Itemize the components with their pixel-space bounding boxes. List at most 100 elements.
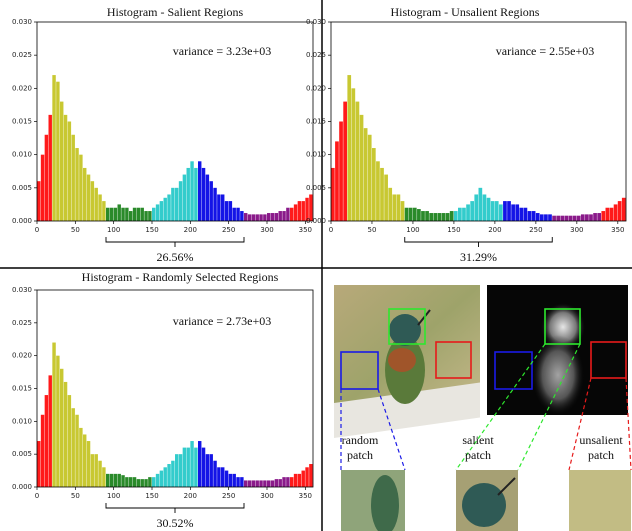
bar: [75, 148, 79, 221]
bar: [572, 215, 577, 221]
bar: [198, 441, 202, 487]
y-tick-label: 0.000: [12, 217, 32, 225]
bar: [339, 121, 343, 221]
bar: [494, 201, 499, 221]
bar: [498, 204, 503, 221]
bar: [486, 197, 491, 221]
bar: [83, 434, 87, 487]
bar: [125, 477, 129, 487]
bar: [182, 174, 187, 221]
bar: [593, 213, 597, 221]
bar: [251, 214, 256, 221]
x-tick-label: 50: [71, 492, 80, 500]
bar: [270, 480, 275, 487]
x-tick-label: 350: [299, 492, 312, 500]
bar: [136, 479, 141, 487]
bar: [274, 479, 279, 487]
x-tick-label: 100: [107, 226, 120, 234]
bar: [449, 211, 454, 221]
bar: [90, 454, 95, 487]
bar: [186, 447, 190, 487]
bar: [167, 194, 171, 221]
bar: [182, 447, 187, 487]
bar: [470, 201, 475, 221]
bar: [589, 214, 593, 221]
bar: [194, 447, 198, 487]
bar: [121, 207, 125, 221]
bar: [267, 213, 271, 221]
bar: [482, 194, 487, 221]
bird-photo: [334, 285, 480, 439]
x-tick-label: 0: [329, 226, 333, 234]
bar: [90, 181, 95, 221]
bar: [490, 201, 495, 221]
bar: [331, 167, 335, 221]
y-tick-label: 0.020: [306, 84, 326, 92]
bar: [613, 204, 618, 221]
bar: [201, 447, 206, 487]
bar: [63, 114, 68, 221]
bar: [71, 408, 75, 487]
annotation: variance = 2.73e+03: [173, 314, 272, 328]
bar: [117, 204, 121, 221]
bar: [94, 454, 98, 487]
bar: [376, 161, 380, 221]
bar: [201, 167, 206, 221]
bar: [213, 460, 217, 487]
bar: [421, 211, 425, 221]
y-tick-label: 0.015: [12, 385, 32, 393]
patch-label: salient: [462, 433, 494, 447]
bar: [535, 213, 540, 221]
bar: [309, 194, 313, 221]
bar: [408, 207, 413, 221]
bar: [301, 201, 305, 221]
bar: [343, 101, 347, 221]
bar: [60, 101, 64, 221]
bar: [278, 211, 282, 221]
bar: [221, 467, 225, 487]
bar: [79, 154, 83, 221]
bar: [568, 215, 573, 221]
bar: [367, 134, 372, 221]
bar: [263, 480, 267, 487]
bar: [576, 215, 581, 221]
bar: [178, 454, 183, 487]
x-tick-label: 200: [184, 492, 197, 500]
bar: [140, 479, 144, 487]
bar: [56, 81, 60, 221]
bar: [247, 214, 252, 221]
bar: [355, 101, 360, 221]
bar: [48, 375, 52, 487]
bar: [453, 211, 458, 221]
bar: [605, 207, 610, 221]
x-tick-label: 200: [488, 226, 501, 234]
bar: [396, 194, 401, 221]
chart-title: Histogram - Unsalient Regions: [391, 5, 540, 19]
x-tick-label: 100: [107, 492, 120, 500]
chart-title: Histogram - Randomly Selected Regions: [82, 270, 279, 284]
bar: [511, 204, 515, 221]
bar: [417, 209, 421, 221]
bar: [286, 207, 290, 221]
y-tick-label: 0.030: [12, 286, 32, 294]
bar: [523, 207, 528, 221]
y-tick-label: 0.010: [306, 151, 326, 159]
bar: [224, 470, 229, 487]
bar: [144, 211, 148, 221]
bar: [466, 204, 470, 221]
bar: [106, 473, 110, 487]
bar: [404, 207, 409, 221]
bar: [527, 211, 532, 221]
bar: [335, 141, 339, 221]
bracket: [105, 503, 245, 513]
y-tick-label: 0.030: [12, 18, 32, 26]
bar: [37, 181, 41, 221]
bar: [83, 167, 87, 221]
bar: [515, 204, 520, 221]
bar: [437, 213, 442, 221]
bar: [244, 480, 248, 487]
bar: [544, 214, 548, 221]
bar: [113, 473, 118, 487]
bar: [63, 381, 68, 487]
bar: [217, 194, 221, 221]
